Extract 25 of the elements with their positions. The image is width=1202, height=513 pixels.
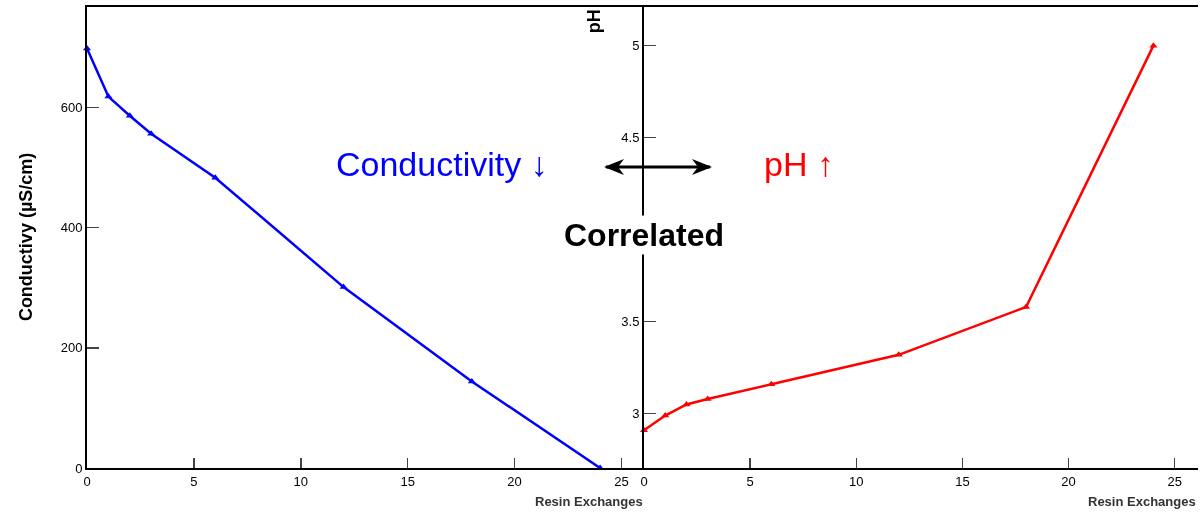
annotation: Conductivity ↓ bbox=[336, 145, 548, 183]
y-tick-label: 3.5 bbox=[621, 314, 640, 330]
x-axis-title: Resin Exchanges bbox=[1088, 494, 1196, 509]
y-tick-label: 4.5 bbox=[621, 130, 640, 146]
y-tick-label: 0 bbox=[75, 460, 83, 476]
x-tick-label: 10 bbox=[849, 473, 864, 489]
x-tick-label: 15 bbox=[955, 473, 970, 489]
x-tick-label: 25 bbox=[1167, 473, 1182, 489]
y-axis-title: Conductivy (µS/cm) bbox=[16, 152, 37, 322]
y-tick-label: 400 bbox=[60, 220, 83, 236]
y-tick-label: 3 bbox=[632, 406, 640, 422]
x-axis-title: Resin Exchanges bbox=[535, 494, 643, 509]
x-tick-label: 25 bbox=[614, 473, 629, 489]
x-tick-label: 15 bbox=[400, 473, 415, 489]
x-tick-label: 10 bbox=[293, 473, 309, 489]
annotation: Correlated bbox=[564, 217, 725, 253]
y-tick-label: 200 bbox=[60, 340, 83, 356]
y-tick-label: 600 bbox=[60, 99, 83, 115]
y-tick-label: 5 bbox=[632, 38, 640, 54]
annotation: pH ↑ bbox=[764, 145, 834, 183]
x-tick-label: 20 bbox=[1061, 473, 1076, 489]
x-tick-label: 20 bbox=[507, 473, 522, 489]
y-axis-title: pH bbox=[584, 9, 605, 34]
x-tick-label: 5 bbox=[746, 473, 754, 489]
x-tick-label: 5 bbox=[190, 473, 198, 489]
